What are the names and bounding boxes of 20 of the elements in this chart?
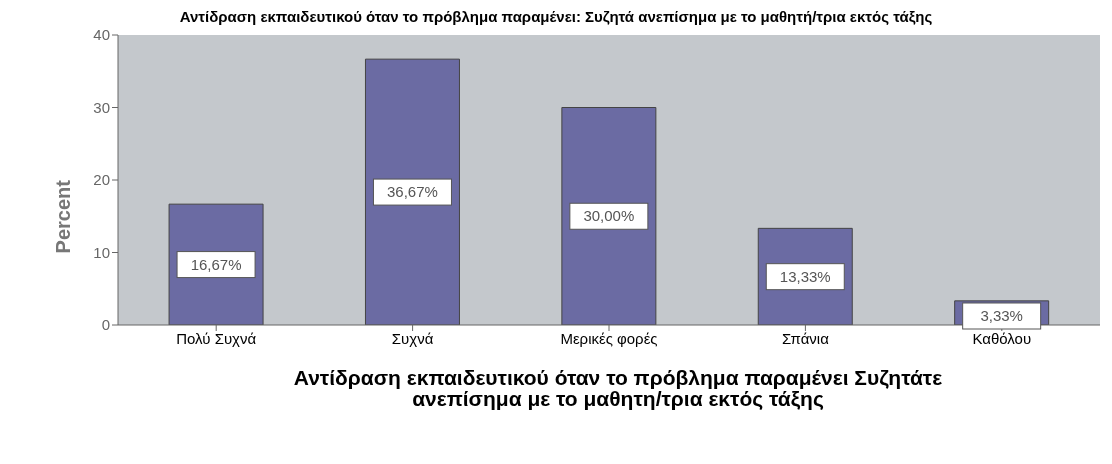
x-tick-label: Καθόλου (972, 329, 1032, 347)
x-tick-label: Πολύ Συχνά (176, 329, 257, 347)
data-label: 30,00% (583, 207, 635, 225)
data-label: 13,33% (779, 267, 831, 285)
bar (561, 107, 657, 325)
y-tick-label: 30 (93, 98, 110, 116)
bar (364, 58, 460, 325)
data-label: 16,67% (190, 255, 242, 273)
y-tick-label: 0 (101, 316, 110, 334)
x-tick-label: Σπάνια (781, 329, 830, 347)
y-axis-title: Percent (52, 179, 75, 254)
data-label: 36,67% (387, 183, 438, 201)
y-tick-label: 40 (93, 26, 110, 44)
data-label: 3,33% (980, 307, 1023, 324)
chart-title: Αντίδραση εκπαιδευτικού όταν το πρόβλημα παραμένει: Συζητά ανεπίσημα με το μαθητή/τρια εκτός τάξης (178, 8, 934, 25)
y-tick-label: 10 (93, 243, 110, 261)
x-axis-title: Αντίδραση εκπαιδευτικού όταν το πρόβλημα παραμένει Συζητάτε ανεπίσημα με το μαθητη/τρια εκτός τάξης (292, 366, 944, 410)
y-tick-label: 20 (93, 171, 110, 189)
x-tick-label: Συχνά (391, 329, 434, 347)
x-tick-label: Μερικές φορές (560, 329, 658, 347)
